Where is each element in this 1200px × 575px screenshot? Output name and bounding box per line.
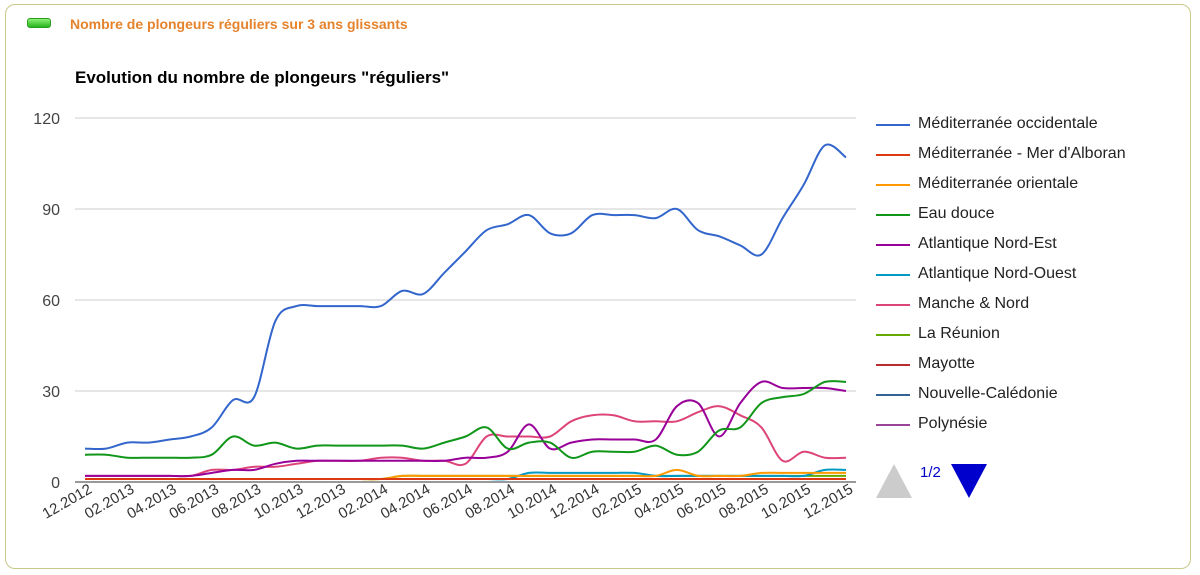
grid-lines (75, 117, 856, 483)
legend-label: Mayotte (918, 355, 975, 372)
panel-title: Nombre de plongeurs réguliers sur 3 ans … (70, 16, 408, 32)
legend-swatch (876, 424, 910, 426)
legend-swatch (876, 124, 910, 126)
y-tick-label: 120 (33, 111, 60, 128)
x-axis-ticks: 12.201202.201304.201306.201308.201310.20… (40, 481, 856, 523)
legend-item[interactable]: Mayotte (876, 353, 1176, 377)
y-axis-ticks: 0 30 60 90 120 (33, 111, 60, 492)
legend-item[interactable]: Manche & Nord (876, 293, 1176, 317)
series-line-mediterranee-occidentale (84, 143, 847, 451)
legend-swatch (876, 274, 910, 276)
legend-item[interactable]: Nouvelle-Calédonie (876, 383, 1176, 407)
legend-swatch (876, 364, 910, 366)
legend-swatch (876, 244, 910, 246)
legend-label: Polynésie (918, 415, 988, 432)
legend-item[interactable]: Méditerranée orientale (876, 173, 1176, 197)
legend-swatch (876, 214, 910, 216)
legend-label: Atlantique Nord-Est (918, 235, 1057, 252)
legend-label: Manche & Nord (918, 295, 1030, 312)
legend-item[interactable]: Atlantique Nord-Est (876, 233, 1176, 257)
legend-label: Atlantique Nord-Ouest (918, 265, 1077, 282)
legend-label: Eau douce (918, 205, 995, 222)
legend-item[interactable]: Polynésie (876, 413, 1176, 437)
chart-title: Evolution du nombre de plongeurs "réguli… (75, 68, 450, 87)
y-tick-label: 90 (42, 202, 60, 219)
legend-item[interactable]: Méditerranée occidentale (876, 113, 1176, 137)
legend-swatch (876, 394, 910, 396)
legend-item[interactable]: Eau douce (876, 203, 1176, 227)
y-tick-label: 60 (42, 293, 60, 310)
series-lines (84, 143, 847, 481)
legend-label: Méditerranée orientale (918, 175, 1079, 192)
series-line-manche-nord (84, 405, 847, 478)
y-tick-label: 30 (42, 384, 60, 401)
page-down-icon[interactable] (951, 464, 987, 498)
legend-label: Méditerranée occidentale (918, 115, 1098, 132)
y-tick-label: 0 (51, 475, 60, 492)
page-indicator: 1/2 (920, 464, 941, 481)
green-bar-icon (27, 18, 51, 28)
legend-item[interactable]: Atlantique Nord-Ouest (876, 263, 1176, 287)
page-up-icon[interactable] (876, 464, 912, 498)
legend-swatch (876, 184, 910, 186)
series-line-atlantique-nord-est (84, 380, 847, 478)
legend-item[interactable]: La Réunion (876, 323, 1176, 347)
legend-swatch (876, 334, 910, 336)
legend-pager: 1/2 (876, 462, 1026, 502)
legend-swatch (876, 304, 910, 306)
series-line-eau-douce (84, 380, 847, 459)
legend-label: Nouvelle-Calédonie (918, 385, 1058, 402)
legend-swatch (876, 154, 910, 156)
legend-label: La Réunion (918, 325, 1000, 342)
legend-label: Méditerranée - Mer d'Alboran (918, 145, 1126, 162)
legend-item[interactable]: Méditerranée - Mer d'Alboran (876, 143, 1176, 167)
